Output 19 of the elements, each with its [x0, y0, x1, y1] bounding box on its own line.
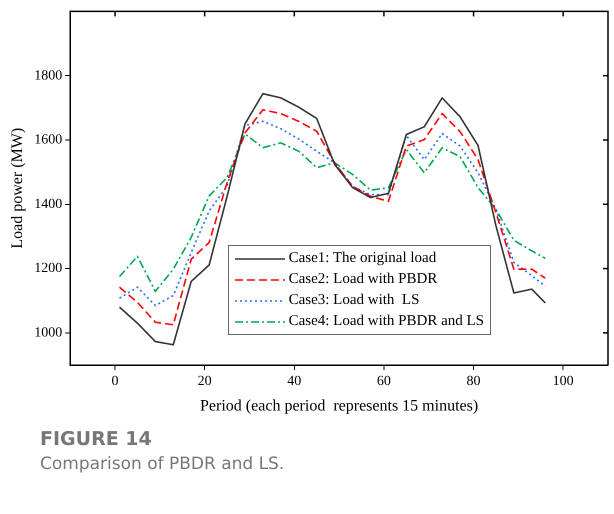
- x-tick-label: 40: [287, 374, 302, 390]
- x-axis-title: Period (each period represents 15 minutes): [200, 398, 478, 415]
- text: FIGURE 14: [40, 428, 153, 450]
- x-tick-label: 20: [198, 374, 212, 390]
- x-tick-label: 100: [552, 374, 574, 390]
- legend-label: Case3: Load with LS: [288, 291, 420, 310]
- legend-label: Case2: Load with PBDR: [288, 270, 438, 289]
- x-tick-label: 0: [112, 374, 119, 390]
- y-tick-label: 1600: [34, 132, 62, 148]
- x-tick-label: 60: [376, 374, 391, 390]
- y-tick-label: 1200: [34, 261, 62, 276]
- x-tick-label: 80: [466, 374, 481, 390]
- legend-label: Case4: Load with PBDR and LS: [288, 312, 484, 331]
- y-tick-label: 1400: [34, 196, 62, 212]
- legend-label: Case1: The original load: [288, 249, 436, 268]
- y-axis-title: Load power (MW): [8, 128, 26, 249]
- y-tick-label: 1000: [34, 326, 62, 341]
- y-tick-label: 1800: [34, 68, 62, 84]
- text: Comparison of PBDR and LS.: [40, 454, 286, 474]
